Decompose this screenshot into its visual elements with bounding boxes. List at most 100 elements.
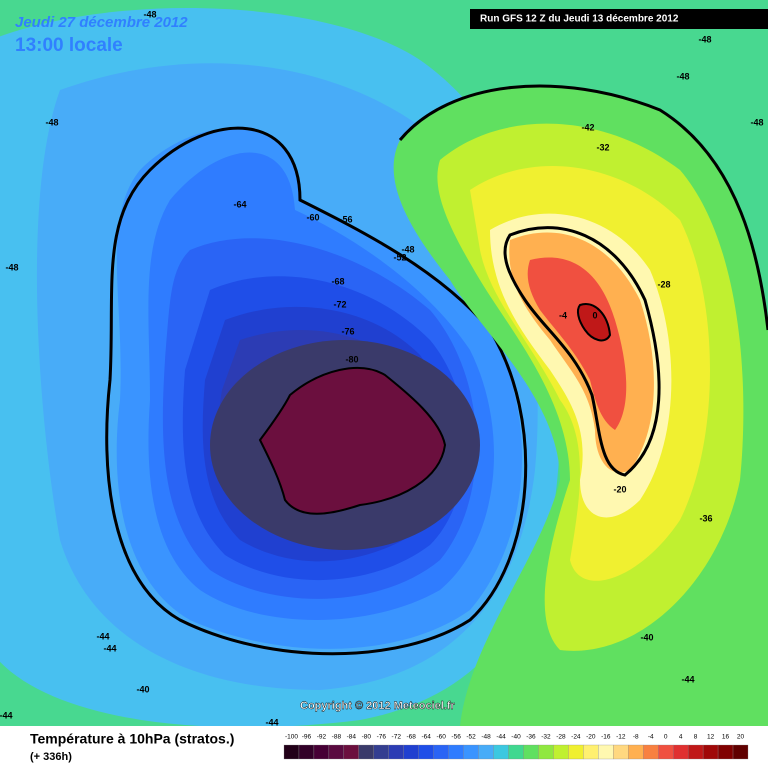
contour-label: -48 bbox=[45, 117, 58, 127]
legend-swatch bbox=[568, 744, 584, 760]
contour-label: -68 bbox=[331, 276, 344, 286]
legend-label: -56 bbox=[451, 734, 461, 741]
zone bbox=[576, 303, 612, 342]
legend-label: 8 bbox=[694, 734, 698, 741]
legend-label: -32 bbox=[541, 734, 551, 741]
legend-label: -28 bbox=[556, 734, 566, 741]
legend-swatch bbox=[343, 744, 359, 760]
legend-swatch bbox=[508, 744, 524, 760]
legend-swatch bbox=[702, 744, 719, 760]
contour-label: -52 bbox=[393, 252, 406, 262]
legend-label: -72 bbox=[392, 734, 402, 741]
legend-label: -48 bbox=[481, 734, 491, 741]
legend-label: 0 bbox=[664, 734, 668, 741]
legend-swatch bbox=[313, 744, 330, 760]
contour-label: -76 bbox=[341, 326, 354, 336]
legend-swatch bbox=[433, 744, 449, 760]
contour-label: -32 bbox=[596, 142, 609, 152]
legend-label: -40 bbox=[511, 734, 521, 741]
legend-label: -44 bbox=[496, 734, 506, 741]
legend-label: 16 bbox=[722, 734, 730, 741]
contour-label: -48 bbox=[5, 262, 18, 272]
contour-label: 0 bbox=[592, 310, 597, 320]
legend-swatch bbox=[418, 744, 434, 760]
contour-label: -56 bbox=[339, 214, 352, 224]
legend-label: -20 bbox=[586, 734, 596, 741]
contour-label: -44 bbox=[96, 631, 109, 641]
contour-label: -4 bbox=[559, 310, 567, 320]
legend-swatch bbox=[553, 744, 569, 760]
legend-swatch bbox=[283, 744, 300, 760]
legend-label: -96 bbox=[302, 734, 312, 741]
footer-lead: (+ 336h) bbox=[30, 751, 72, 763]
legend-swatch bbox=[613, 744, 629, 760]
contour-label: -44 bbox=[265, 717, 278, 727]
contour-label: -40 bbox=[640, 632, 653, 642]
legend-label: -4 bbox=[648, 734, 654, 741]
legend-label: -60 bbox=[436, 734, 446, 741]
contour-label: -48 bbox=[698, 34, 711, 44]
contour-label: -44 bbox=[681, 674, 694, 684]
legend-swatch bbox=[643, 744, 659, 760]
contour-label: -48 bbox=[676, 71, 689, 81]
time: 13:00 locale bbox=[15, 35, 123, 56]
contour-label: -44 bbox=[0, 710, 13, 720]
legend-swatch bbox=[658, 744, 674, 760]
legend-swatch bbox=[448, 744, 464, 760]
contour bbox=[503, 226, 661, 477]
contour bbox=[105, 126, 528, 656]
legend-swatch bbox=[328, 744, 345, 760]
legend-swatch bbox=[358, 744, 374, 760]
legend-swatch bbox=[538, 744, 554, 760]
contour-label: -44 bbox=[103, 643, 116, 653]
date: Jeudi 27 décembre 2012 bbox=[15, 14, 188, 31]
legend-swatch bbox=[523, 744, 539, 760]
legend-label: -100 bbox=[285, 734, 298, 741]
legend-swatch bbox=[298, 744, 315, 760]
legend-label: -12 bbox=[616, 734, 626, 741]
zone bbox=[258, 367, 447, 515]
legend-label: -24 bbox=[571, 734, 581, 741]
legend-swatch bbox=[403, 744, 419, 760]
legend-swatch bbox=[463, 744, 479, 760]
contour-label: -48 bbox=[143, 9, 156, 19]
legend-label: 12 bbox=[707, 734, 715, 741]
legend-swatch bbox=[687, 744, 704, 760]
contour bbox=[398, 84, 768, 331]
legend-label: -36 bbox=[526, 734, 536, 741]
legend-label: -52 bbox=[466, 734, 476, 741]
contour-label: -28 bbox=[657, 279, 670, 289]
legend-swatch bbox=[717, 744, 734, 760]
legend-swatch bbox=[388, 744, 404, 760]
legend-label: -84 bbox=[347, 734, 357, 741]
contour-label: -36 bbox=[699, 513, 712, 523]
legend-swatch bbox=[673, 744, 689, 760]
contour-label: -64 bbox=[233, 199, 246, 209]
contour-label: -48 bbox=[401, 244, 414, 254]
zone bbox=[527, 257, 627, 430]
legend-swatch bbox=[493, 744, 509, 760]
legend-label: -64 bbox=[421, 734, 431, 741]
legend-label: -76 bbox=[377, 734, 387, 741]
legend-label: 4 bbox=[679, 734, 683, 741]
contour-label: -60 bbox=[306, 212, 319, 222]
copyright: Copyright © 2012 Meteociel.fr bbox=[300, 700, 456, 712]
legend-label: -16 bbox=[601, 734, 611, 741]
contour-label: -20 bbox=[613, 484, 626, 494]
run-text: Run GFS 12 Z du Jeudi 13 décembre 2012 bbox=[480, 14, 679, 25]
legend-swatch bbox=[583, 744, 599, 760]
contour-label: -72 bbox=[333, 299, 346, 309]
legend-swatch bbox=[598, 744, 614, 760]
legend-label: -92 bbox=[317, 734, 327, 741]
legend-swatch bbox=[478, 744, 494, 760]
legend-swatch bbox=[628, 744, 644, 760]
footer-title: Température à 10hPa (stratos.) bbox=[30, 731, 234, 747]
contour-label: -42 bbox=[581, 122, 594, 132]
contour-label: -40 bbox=[136, 684, 149, 694]
legend-label: -88 bbox=[332, 734, 342, 741]
legend-swatch bbox=[373, 744, 389, 760]
run-box bbox=[470, 9, 768, 29]
contour-label: -80 bbox=[345, 354, 358, 364]
contour-label: -48 bbox=[750, 117, 763, 127]
